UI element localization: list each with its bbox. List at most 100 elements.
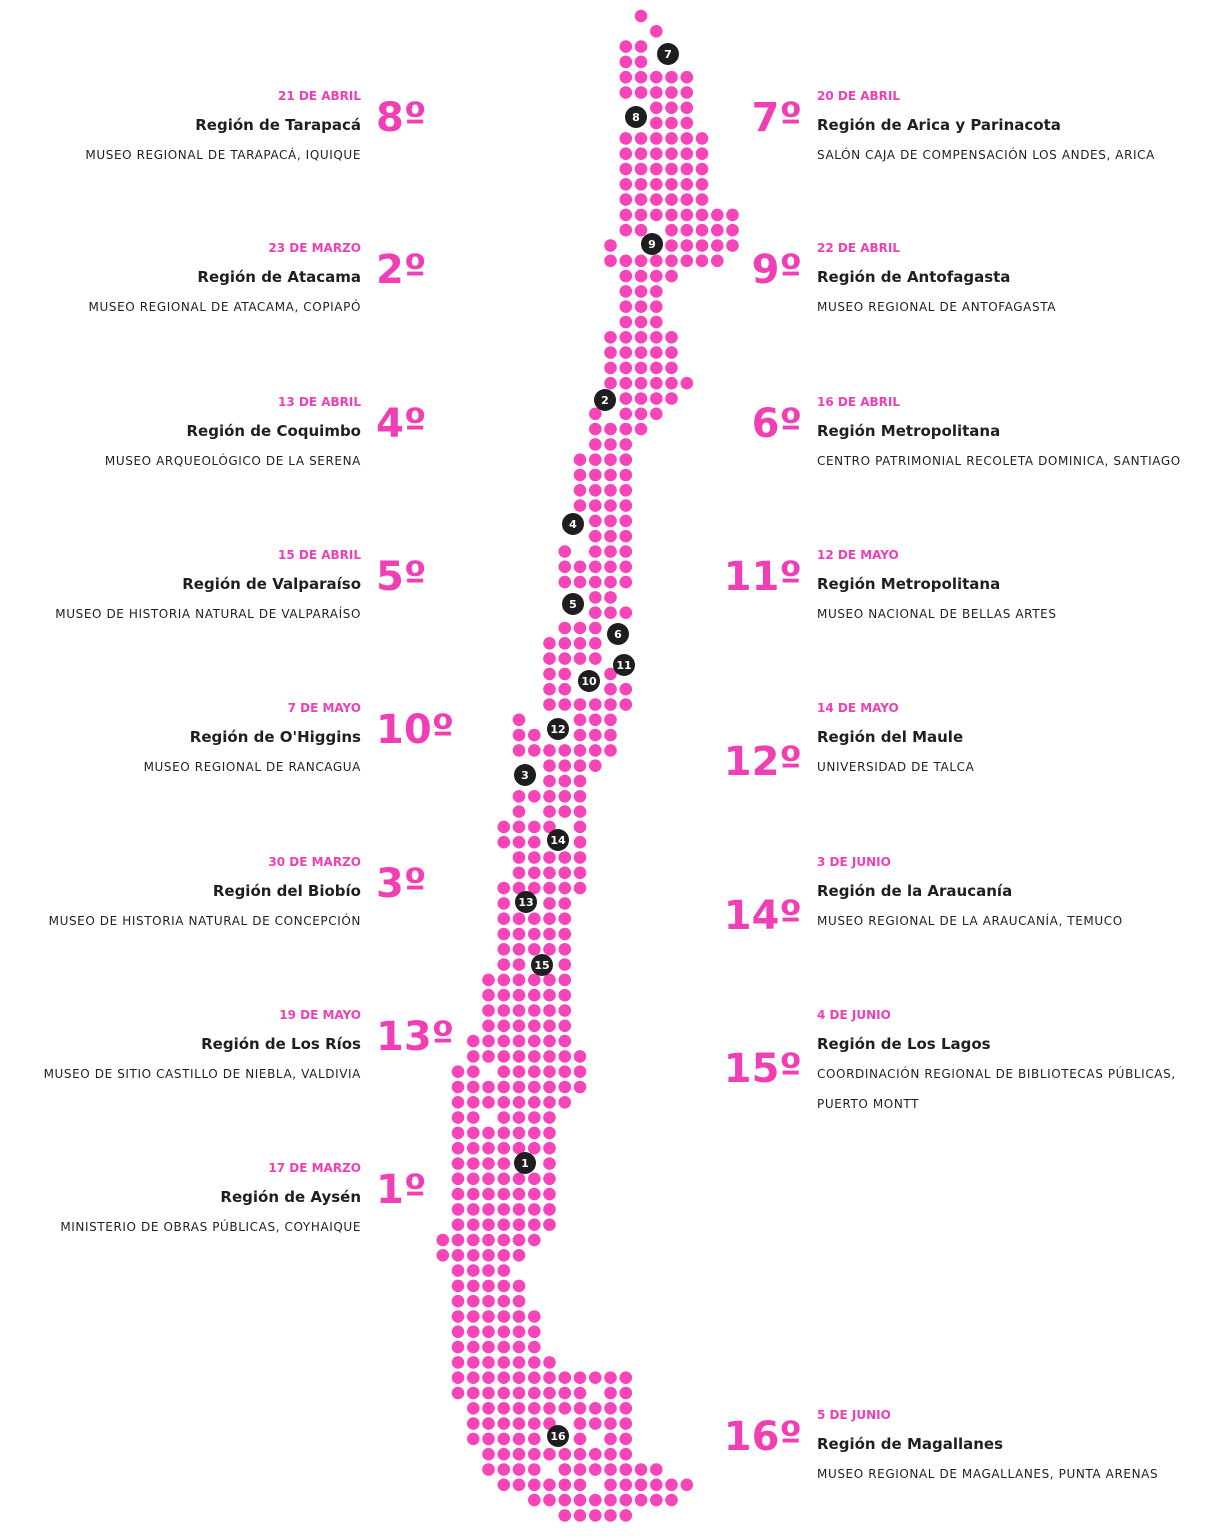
event-region: Región Metropolitana <box>817 422 1001 440</box>
dot <box>543 1065 556 1078</box>
event-venue: Museo Nacional de Bellas Artes <box>817 607 1057 621</box>
dot <box>665 361 678 375</box>
dot <box>543 1157 556 1170</box>
dot <box>482 1096 495 1109</box>
dot <box>589 1371 602 1384</box>
dot <box>512 1356 526 1369</box>
dot <box>482 1371 495 1384</box>
dot <box>497 1019 511 1033</box>
event-date: 19 de mayo <box>279 1008 361 1022</box>
event-region: Región de Los Lagos <box>817 1035 991 1053</box>
dot <box>451 1126 465 1140</box>
dot <box>680 116 694 130</box>
dot <box>451 1386 465 1400</box>
dot <box>680 86 694 99</box>
dot <box>604 713 617 727</box>
dot <box>558 1493 572 1507</box>
dot <box>497 958 511 971</box>
marker-label: 15 <box>534 959 549 972</box>
event-region: Región Metropolitana <box>817 575 1001 593</box>
marker-label: 2 <box>601 394 609 407</box>
dot <box>528 1065 541 1078</box>
event-ordinal: 11º <box>723 554 802 600</box>
dot <box>650 285 663 298</box>
dot <box>619 223 633 237</box>
dot <box>558 667 572 681</box>
dot <box>634 1463 648 1476</box>
dot <box>528 1019 541 1033</box>
dot <box>589 407 602 421</box>
dot <box>604 529 617 543</box>
dot <box>558 927 572 941</box>
dot <box>482 988 495 1002</box>
dot <box>543 744 556 757</box>
dot <box>528 820 541 834</box>
dot <box>573 453 587 467</box>
dot <box>543 759 556 772</box>
dot <box>604 468 617 482</box>
dot <box>497 820 511 834</box>
event-ordinal: 3º <box>376 861 427 907</box>
dot <box>604 422 617 436</box>
dot <box>467 1402 480 1415</box>
dot <box>528 1340 541 1354</box>
dot <box>619 361 633 375</box>
dot <box>634 132 648 145</box>
dot <box>558 545 572 558</box>
dot <box>604 453 617 467</box>
dot <box>558 1386 572 1400</box>
dot <box>573 1386 587 1400</box>
marker <box>625 106 647 128</box>
dot <box>512 744 526 757</box>
event-date: 13 de abril <box>278 395 361 409</box>
dot <box>558 1371 572 1384</box>
dot <box>528 1432 541 1446</box>
event-ordinal: 5º <box>376 554 427 600</box>
dot <box>482 1141 495 1155</box>
dot <box>558 805 572 818</box>
event-venue: Museo Regional de Atacama, Copiapó <box>88 300 361 314</box>
dot <box>497 1325 511 1339</box>
dot <box>619 422 633 436</box>
dot <box>451 1111 465 1124</box>
dot <box>573 1447 587 1461</box>
dot <box>589 713 602 727</box>
marker-label: 1 <box>521 1157 529 1170</box>
dot <box>451 1203 465 1216</box>
dot <box>680 132 694 145</box>
dot <box>451 1249 465 1262</box>
marker <box>613 654 635 676</box>
event-venue: Centro Patrimonial Recoleta Dominica, Sa… <box>817 454 1181 468</box>
dot <box>467 1264 480 1277</box>
dot <box>512 1111 526 1124</box>
dot <box>650 70 663 84</box>
dot <box>619 453 633 467</box>
event-venue: Museo Regional de Rancagua <box>143 760 361 774</box>
dot <box>482 1233 495 1247</box>
dot <box>665 1493 678 1507</box>
dot <box>467 1386 480 1400</box>
dot <box>528 1463 541 1476</box>
dot <box>619 1509 633 1522</box>
dot <box>512 1004 526 1017</box>
dot <box>528 1417 541 1430</box>
event-region: Región de Los Ríos <box>201 1035 361 1053</box>
dot <box>482 1310 495 1323</box>
dot <box>619 147 633 160</box>
dot <box>665 208 678 222</box>
dot <box>543 1478 556 1492</box>
dot <box>528 1325 541 1339</box>
dot <box>604 1432 617 1446</box>
event-venue: Museo de Sitio Castillo de Niebla, Valdi… <box>43 1067 361 1081</box>
dot <box>558 1065 572 1078</box>
dot <box>634 285 648 298</box>
dot <box>467 1249 480 1262</box>
event-date: 14 de mayo <box>817 701 899 715</box>
event-ordinal: 9º <box>751 247 802 293</box>
event-venue: Salón Caja de Compensación Los Andes, Ar… <box>817 148 1155 162</box>
dot <box>665 178 678 191</box>
event-region: Región del Maule <box>817 728 964 746</box>
dot <box>497 1310 511 1323</box>
dot <box>467 1371 480 1384</box>
dot <box>543 1371 556 1384</box>
